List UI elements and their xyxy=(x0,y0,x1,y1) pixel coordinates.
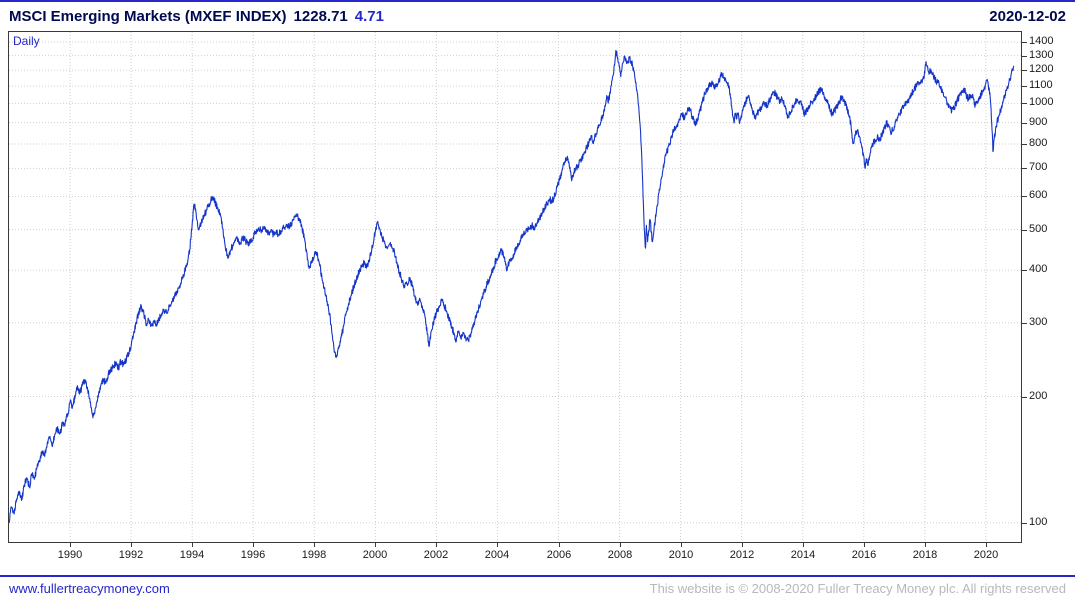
site-link[interactable]: www.fullertreacymoney.com xyxy=(9,581,170,596)
y-axis-tick-label: 1000 xyxy=(1029,96,1054,108)
y-axis-tick-label: 300 xyxy=(1029,316,1048,328)
x-axis-tick-mark xyxy=(986,543,987,547)
chart-title-group: MSCI Emerging Markets (MXEF INDEX) 1228.7… xyxy=(9,8,384,25)
y-axis-tick-label: 800 xyxy=(1029,137,1048,149)
copyright-text: This website is © 2008-2020 Fuller Treac… xyxy=(649,581,1066,596)
x-axis-tick-mark xyxy=(70,543,71,547)
x-axis-tick-label: 2018 xyxy=(912,549,938,561)
last-price: 1228.71 xyxy=(293,8,348,25)
price-line xyxy=(9,49,1015,524)
x-axis-tick-label: 2012 xyxy=(729,549,755,561)
chart-plot-area[interactable]: Daily xyxy=(8,31,1022,543)
y-axis-tick-mark xyxy=(1022,168,1027,169)
x-axis-tick-mark xyxy=(559,543,560,547)
x-axis-tick-mark xyxy=(925,543,926,547)
price-change: 4.71 xyxy=(354,8,384,25)
y-axis-tick-label: 1300 xyxy=(1029,49,1054,61)
x-axis-tick-label: 2006 xyxy=(546,549,572,561)
y-axis-tick-mark xyxy=(1022,56,1027,57)
y-axis-tick-mark xyxy=(1022,270,1027,271)
x-axis-tick-label: 1994 xyxy=(179,549,205,561)
x-axis-tick-label: 2014 xyxy=(790,549,816,561)
y-axis-tick-mark xyxy=(1022,144,1027,145)
y-axis-tick-mark xyxy=(1022,397,1027,398)
y-axis-tick-label: 1400 xyxy=(1029,35,1054,47)
x-axis-tick-mark xyxy=(681,543,682,547)
x-axis-tick-label: 2020 xyxy=(973,549,999,561)
x-axis-tick-label: 1990 xyxy=(57,549,83,561)
chart-title: MSCI Emerging Markets (MXEF INDEX) xyxy=(9,8,287,25)
y-axis-tick-label: 600 xyxy=(1029,189,1048,201)
y-axis-tick-mark xyxy=(1022,42,1027,43)
y-axis-tick-label: 1100 xyxy=(1029,79,1053,91)
y-axis-tick-label: 200 xyxy=(1029,390,1048,402)
x-axis-tick-mark xyxy=(192,543,193,547)
x-axis-tick-label: 2010 xyxy=(668,549,694,561)
y-axis-tick-label: 1200 xyxy=(1029,63,1054,75)
x-axis-tick-label: 2000 xyxy=(362,549,388,561)
y-axis-tick-label: 400 xyxy=(1029,263,1048,275)
x-axis-tick-mark xyxy=(864,543,865,547)
x-axis-tick-mark xyxy=(497,543,498,547)
y-axis-tick-label: 900 xyxy=(1029,116,1048,128)
y-axis-tick-mark xyxy=(1022,70,1027,71)
price-chart-svg xyxy=(9,32,1021,542)
x-axis-tick-mark xyxy=(803,543,804,547)
y-axis-tick-mark xyxy=(1022,123,1027,124)
chart-header: MSCI Emerging Markets (MXEF INDEX) 1228.7… xyxy=(0,2,1075,31)
y-axis-tick-mark xyxy=(1022,196,1027,197)
x-axis-tick-mark xyxy=(131,543,132,547)
x-axis-tick-mark xyxy=(314,543,315,547)
x-axis-tick-label: 2004 xyxy=(484,549,510,561)
footer-accent-line xyxy=(0,575,1075,577)
x-axis-tick-label: 1992 xyxy=(118,549,144,561)
x-axis-tick-mark xyxy=(436,543,437,547)
y-axis-tick-mark xyxy=(1022,103,1027,104)
y-axis-tick-mark xyxy=(1022,230,1027,231)
y-axis-tick-label: 500 xyxy=(1029,223,1048,235)
x-axis-tick-mark xyxy=(742,543,743,547)
page-footer: www.fullertreacymoney.com This website i… xyxy=(0,577,1075,600)
frequency-label: Daily xyxy=(13,34,40,48)
y-axis-tick-mark xyxy=(1022,323,1027,324)
y-axis-tick-mark xyxy=(1022,86,1027,87)
y-axis-tick-mark xyxy=(1022,523,1027,524)
x-axis-tick-label: 1998 xyxy=(301,549,327,561)
y-axis-tick-label: 700 xyxy=(1029,161,1048,173)
x-axis-tick-label: 2008 xyxy=(607,549,633,561)
x-axis-tick-label: 1996 xyxy=(240,549,266,561)
chart-date: 2020-12-02 xyxy=(989,8,1066,25)
y-axis-tick-label: 100 xyxy=(1029,516,1048,528)
x-axis-tick-label: 2002 xyxy=(423,549,449,561)
x-axis-tick-label: 2016 xyxy=(851,549,877,561)
top-accent-line xyxy=(0,0,1075,2)
x-axis-tick-mark xyxy=(253,543,254,547)
x-axis-tick-mark xyxy=(375,543,376,547)
x-axis-tick-mark xyxy=(620,543,621,547)
